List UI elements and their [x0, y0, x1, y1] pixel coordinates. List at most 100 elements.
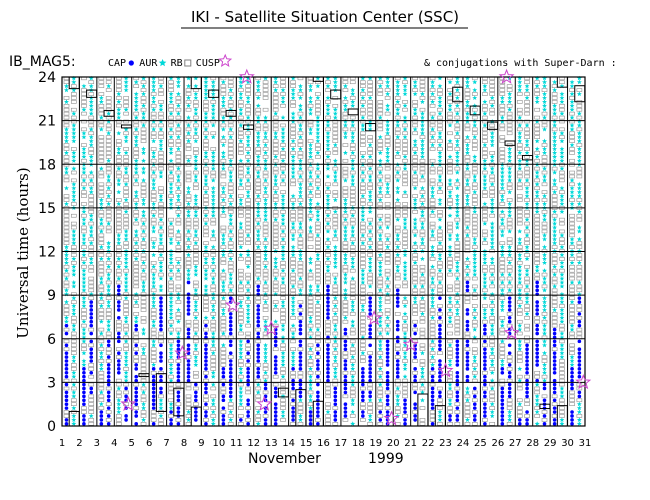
aur-point [377, 366, 383, 371]
aur-point [377, 185, 383, 191]
rb-point [123, 390, 129, 395]
aur-point [412, 111, 418, 116]
aur-point [412, 299, 418, 305]
aur-point [98, 221, 104, 226]
aur-point [263, 213, 268, 218]
cap-point [246, 398, 250, 403]
aur-point [315, 185, 321, 191]
aur-point [228, 287, 234, 293]
aur-point [81, 248, 87, 254]
aur-point [472, 264, 478, 269]
cap-point [89, 359, 94, 363]
aur-point [123, 358, 129, 364]
rb-point [140, 135, 147, 140]
cap-point [438, 390, 442, 395]
aur-point [263, 189, 268, 195]
rb-point [464, 292, 471, 297]
aur-point [71, 138, 77, 144]
rb-point [447, 166, 453, 171]
rb-point [342, 88, 349, 92]
aur-point [342, 291, 348, 297]
rb-point [245, 272, 251, 277]
aur-point [168, 362, 174, 367]
aur-point [420, 311, 425, 316]
rb-point [402, 327, 408, 332]
rb-point [419, 88, 426, 92]
aur-point [552, 122, 558, 128]
rb-point [203, 264, 209, 269]
rb-point [499, 241, 506, 246]
aur-point [133, 115, 139, 120]
aur-point [489, 228, 495, 234]
rb-point [105, 147, 112, 151]
cap-point [89, 347, 94, 352]
aur-point [168, 150, 174, 155]
rb-point [360, 245, 366, 249]
rb-point [360, 386, 366, 391]
aur-point [193, 95, 199, 100]
aur-point [542, 260, 547, 265]
aur-point [482, 185, 488, 191]
aur-point [280, 99, 286, 104]
rb-point [454, 386, 461, 391]
rb-point [168, 272, 174, 277]
rb-point [203, 143, 209, 147]
aur-point [81, 319, 87, 324]
aur-point [220, 342, 226, 348]
rb-point [516, 182, 523, 187]
rb-point [377, 257, 384, 261]
aur-point [559, 283, 565, 289]
rb-point [534, 213, 540, 218]
rb-point [290, 257, 296, 261]
rb-point [534, 253, 540, 257]
cap-point [403, 422, 407, 426]
rb-point [280, 378, 286, 383]
rb-point [325, 158, 331, 163]
rb-point [220, 107, 227, 112]
rb-point [150, 261, 157, 265]
aur-point [332, 366, 338, 371]
rb-point [559, 382, 565, 387]
rb-point [429, 213, 436, 218]
rb-point [534, 123, 540, 128]
rb-point [315, 190, 321, 194]
rb-point [210, 300, 217, 304]
aur-point [81, 169, 87, 175]
cap-point [438, 370, 442, 375]
rb-point [245, 202, 251, 206]
rb-point [115, 347, 122, 352]
rb-point [158, 418, 164, 422]
rb-point [332, 166, 339, 171]
aur-point [203, 315, 209, 320]
aur-point [430, 275, 436, 281]
rb-point [227, 166, 234, 171]
cap-point [291, 367, 295, 371]
rb-point [325, 402, 331, 406]
cap-point [134, 351, 139, 355]
rb-point [332, 331, 339, 336]
aur-point [106, 272, 112, 277]
cap-point [430, 374, 435, 379]
rb-point [534, 414, 540, 418]
rb-point [437, 319, 443, 324]
aur-point [332, 303, 338, 309]
rb-point [429, 331, 436, 336]
aur-point [193, 240, 199, 246]
aur-point [377, 272, 383, 277]
rb-point [280, 284, 286, 289]
cap-point [82, 367, 86, 371]
rb-point [429, 359, 436, 363]
rb-point [71, 347, 77, 352]
aur-point [412, 224, 418, 230]
aur-point [559, 252, 565, 258]
rb-point [506, 225, 513, 230]
aur-point [465, 256, 470, 261]
rb-point [377, 123, 384, 128]
aur-point [98, 303, 104, 309]
rb-point [140, 182, 147, 187]
cap-point [483, 378, 487, 383]
aur-point [559, 150, 565, 155]
aur-point [342, 201, 348, 207]
rb-point [394, 347, 401, 352]
aur-point [524, 185, 530, 191]
